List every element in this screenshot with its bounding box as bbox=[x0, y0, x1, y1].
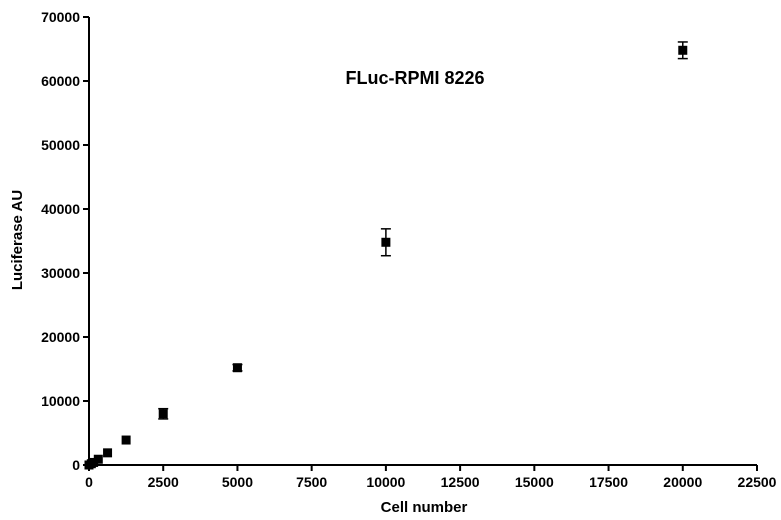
x-tick-label: 15000 bbox=[515, 474, 554, 490]
x-tick-label: 10000 bbox=[366, 474, 405, 490]
data-point-marker bbox=[158, 409, 168, 419]
data-point-marker bbox=[678, 45, 688, 55]
data-point-marker bbox=[93, 454, 103, 464]
data-point-marker bbox=[381, 237, 391, 247]
data-point-marker bbox=[89, 457, 99, 467]
chart-title: FLuc-RPMI 8226 bbox=[345, 68, 484, 88]
y-tick-label: 70000 bbox=[41, 9, 80, 25]
data-points bbox=[84, 41, 688, 470]
data-point-marker bbox=[232, 363, 242, 373]
data-point-marker bbox=[103, 448, 113, 458]
x-tick-label: 0 bbox=[85, 474, 93, 490]
x-tick-label: 17500 bbox=[589, 474, 628, 490]
y-tick-label: 50000 bbox=[41, 137, 80, 153]
x-tick-label: 2500 bbox=[148, 474, 179, 490]
x-tick-label: 7500 bbox=[296, 474, 327, 490]
x-tick-label: 22500 bbox=[738, 474, 777, 490]
y-tick-label: 10000 bbox=[41, 393, 80, 409]
y-tick-label: 40000 bbox=[41, 201, 80, 217]
y-axis-title: Luciferase AU bbox=[9, 190, 26, 290]
y-tick-label: 60000 bbox=[41, 73, 80, 89]
x-tick-label: 12500 bbox=[441, 474, 480, 490]
y-tick-label: 0 bbox=[72, 457, 80, 473]
x-tick-label: 20000 bbox=[663, 474, 702, 490]
ticks: 0 10000 20000 30000 40000 50000 60000 70000 0 250… bbox=[41, 9, 777, 490]
x-axis-title: Cell number bbox=[381, 499, 468, 515]
axes bbox=[88, 17, 757, 466]
x-tick-label: 5000 bbox=[222, 474, 253, 490]
y-tick-label: 30000 bbox=[41, 265, 80, 281]
y-tick-label: 20000 bbox=[41, 329, 80, 345]
data-point-marker bbox=[121, 435, 131, 445]
